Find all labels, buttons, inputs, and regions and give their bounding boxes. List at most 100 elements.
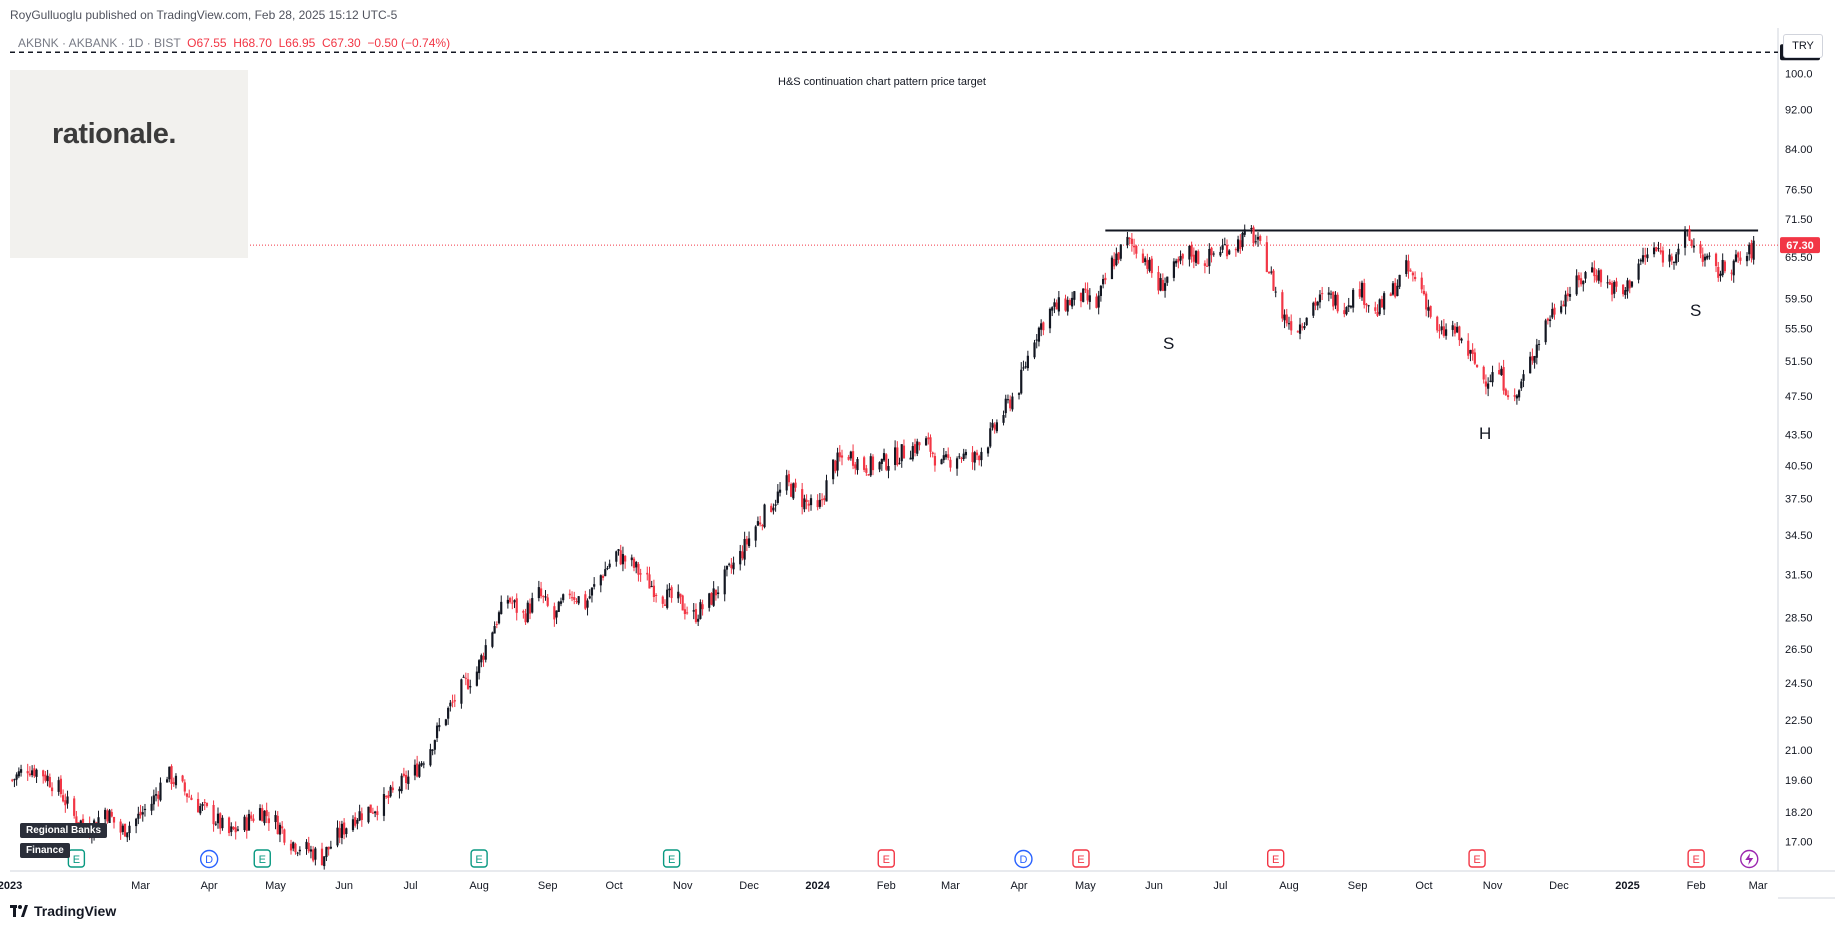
candle-body <box>281 826 284 829</box>
price-scale-ticks: 100.0 92.00 84.00 76.50 71.50 65.50 59.50 55.50… <box>1785 68 1813 848</box>
target-label[interactable]: H&S continuation chart pattern price tar… <box>778 76 986 88</box>
candle-body <box>679 593 682 597</box>
candle-body <box>1391 283 1395 295</box>
candle-body <box>1221 245 1224 250</box>
candle-body <box>807 503 810 506</box>
candle-body <box>878 462 881 470</box>
earnings-event-icon[interactable] <box>662 849 681 868</box>
candle-body <box>141 812 144 815</box>
candle-body <box>1750 242 1753 259</box>
candle-body <box>1079 292 1083 302</box>
candle-body <box>1546 318 1549 321</box>
earnings-event-icon[interactable] <box>67 849 86 868</box>
candle-body <box>1484 381 1488 387</box>
left-shoulder-label[interactable]: S <box>1163 334 1175 353</box>
candle-body <box>1002 415 1005 423</box>
candle-body <box>1004 398 1007 414</box>
footer-brand[interactable]: TradingView <box>10 903 116 919</box>
candle-body <box>522 610 525 613</box>
earnings-event-icon[interactable] <box>1072 849 1090 868</box>
candle-body <box>847 456 850 460</box>
candle-body <box>1172 261 1176 278</box>
candle-body <box>336 827 339 846</box>
currency-button[interactable]: TRY <box>1783 34 1823 58</box>
candle-body <box>183 782 186 792</box>
candle-body <box>1026 355 1029 369</box>
candle-body <box>1161 279 1164 291</box>
candle-body <box>172 782 175 784</box>
dividend-event-icon[interactable] <box>199 849 219 869</box>
candle-body <box>728 563 731 565</box>
dividend-event-icon[interactable] <box>1014 849 1033 869</box>
candle-body <box>294 843 297 853</box>
time-tick-label: Feb <box>877 880 896 892</box>
right-shoulder-label[interactable]: S <box>1690 301 1702 320</box>
candle-body <box>106 810 109 822</box>
candle-body <box>1197 251 1200 264</box>
candle-body <box>1239 240 1242 249</box>
candle-body <box>1256 236 1260 240</box>
candle-body <box>1579 278 1583 285</box>
candle-body <box>1051 307 1054 311</box>
candle-body <box>1287 323 1291 325</box>
last-price-tag-box <box>1780 237 1820 254</box>
candle-body <box>524 613 527 623</box>
candle-body <box>661 596 664 604</box>
candle-body <box>1405 260 1408 274</box>
candle-body <box>531 598 534 613</box>
candle-body <box>683 609 686 615</box>
candle-body <box>1389 293 1392 296</box>
time-tick-label: Mar <box>1749 880 1768 892</box>
candle-body <box>199 806 202 814</box>
candle-body <box>19 769 23 773</box>
candle-body <box>1458 326 1461 341</box>
candle-body <box>792 483 795 499</box>
candle-body <box>663 604 667 606</box>
candle-body <box>1661 250 1665 263</box>
sector-tag-finance[interactable]: Finance <box>20 843 70 858</box>
candle-body <box>66 796 69 804</box>
candle-body <box>836 452 839 471</box>
candle-body <box>1241 232 1244 248</box>
candle-body <box>756 521 760 526</box>
earnings-event-icon[interactable] <box>1687 849 1705 868</box>
candle-body <box>677 591 680 599</box>
earnings-event-icon[interactable] <box>1468 849 1486 868</box>
candle-body <box>1703 256 1707 261</box>
candle-body <box>851 451 855 466</box>
candle-body <box>181 775 184 782</box>
price-tick-label: 31.50 <box>1785 569 1813 581</box>
head-label[interactable]: H <box>1479 424 1492 443</box>
candle-body <box>35 769 38 777</box>
candle-body <box>135 818 138 827</box>
sector-tag-regional-banks[interactable]: Regional Banks <box>20 823 108 838</box>
candle-body <box>75 816 78 825</box>
candle-body <box>1553 307 1556 315</box>
candle-body <box>1037 327 1041 342</box>
earnings-event-icon[interactable] <box>470 849 488 868</box>
candle-body <box>1009 399 1012 409</box>
candle-body <box>794 482 797 488</box>
candle-body <box>739 550 742 565</box>
earnings-event-icon[interactable] <box>1267 849 1285 868</box>
symbol-legend[interactable]: AKBNK · AKBANK · 1D · BIST O67.55 H68.70… <box>18 36 450 50</box>
candle-body <box>553 606 556 620</box>
candle-body <box>1551 308 1554 318</box>
earnings-event-icon[interactable] <box>253 849 271 868</box>
low-value: L66.95 <box>278 36 316 50</box>
time-tick-label: Nov <box>1483 880 1503 892</box>
candle-body <box>1672 261 1676 263</box>
earnings-event-icon[interactable] <box>877 849 895 868</box>
candle-body <box>898 462 901 464</box>
candle-body <box>1102 278 1105 285</box>
candle-body <box>1110 257 1114 280</box>
candle-body <box>1444 329 1448 336</box>
candle-body <box>1225 244 1229 257</box>
candle-body <box>947 454 950 458</box>
price-tick-label: 19.60 <box>1785 775 1813 787</box>
candle-body <box>1033 342 1036 358</box>
candle-body <box>745 538 748 545</box>
candle-body <box>289 843 293 851</box>
